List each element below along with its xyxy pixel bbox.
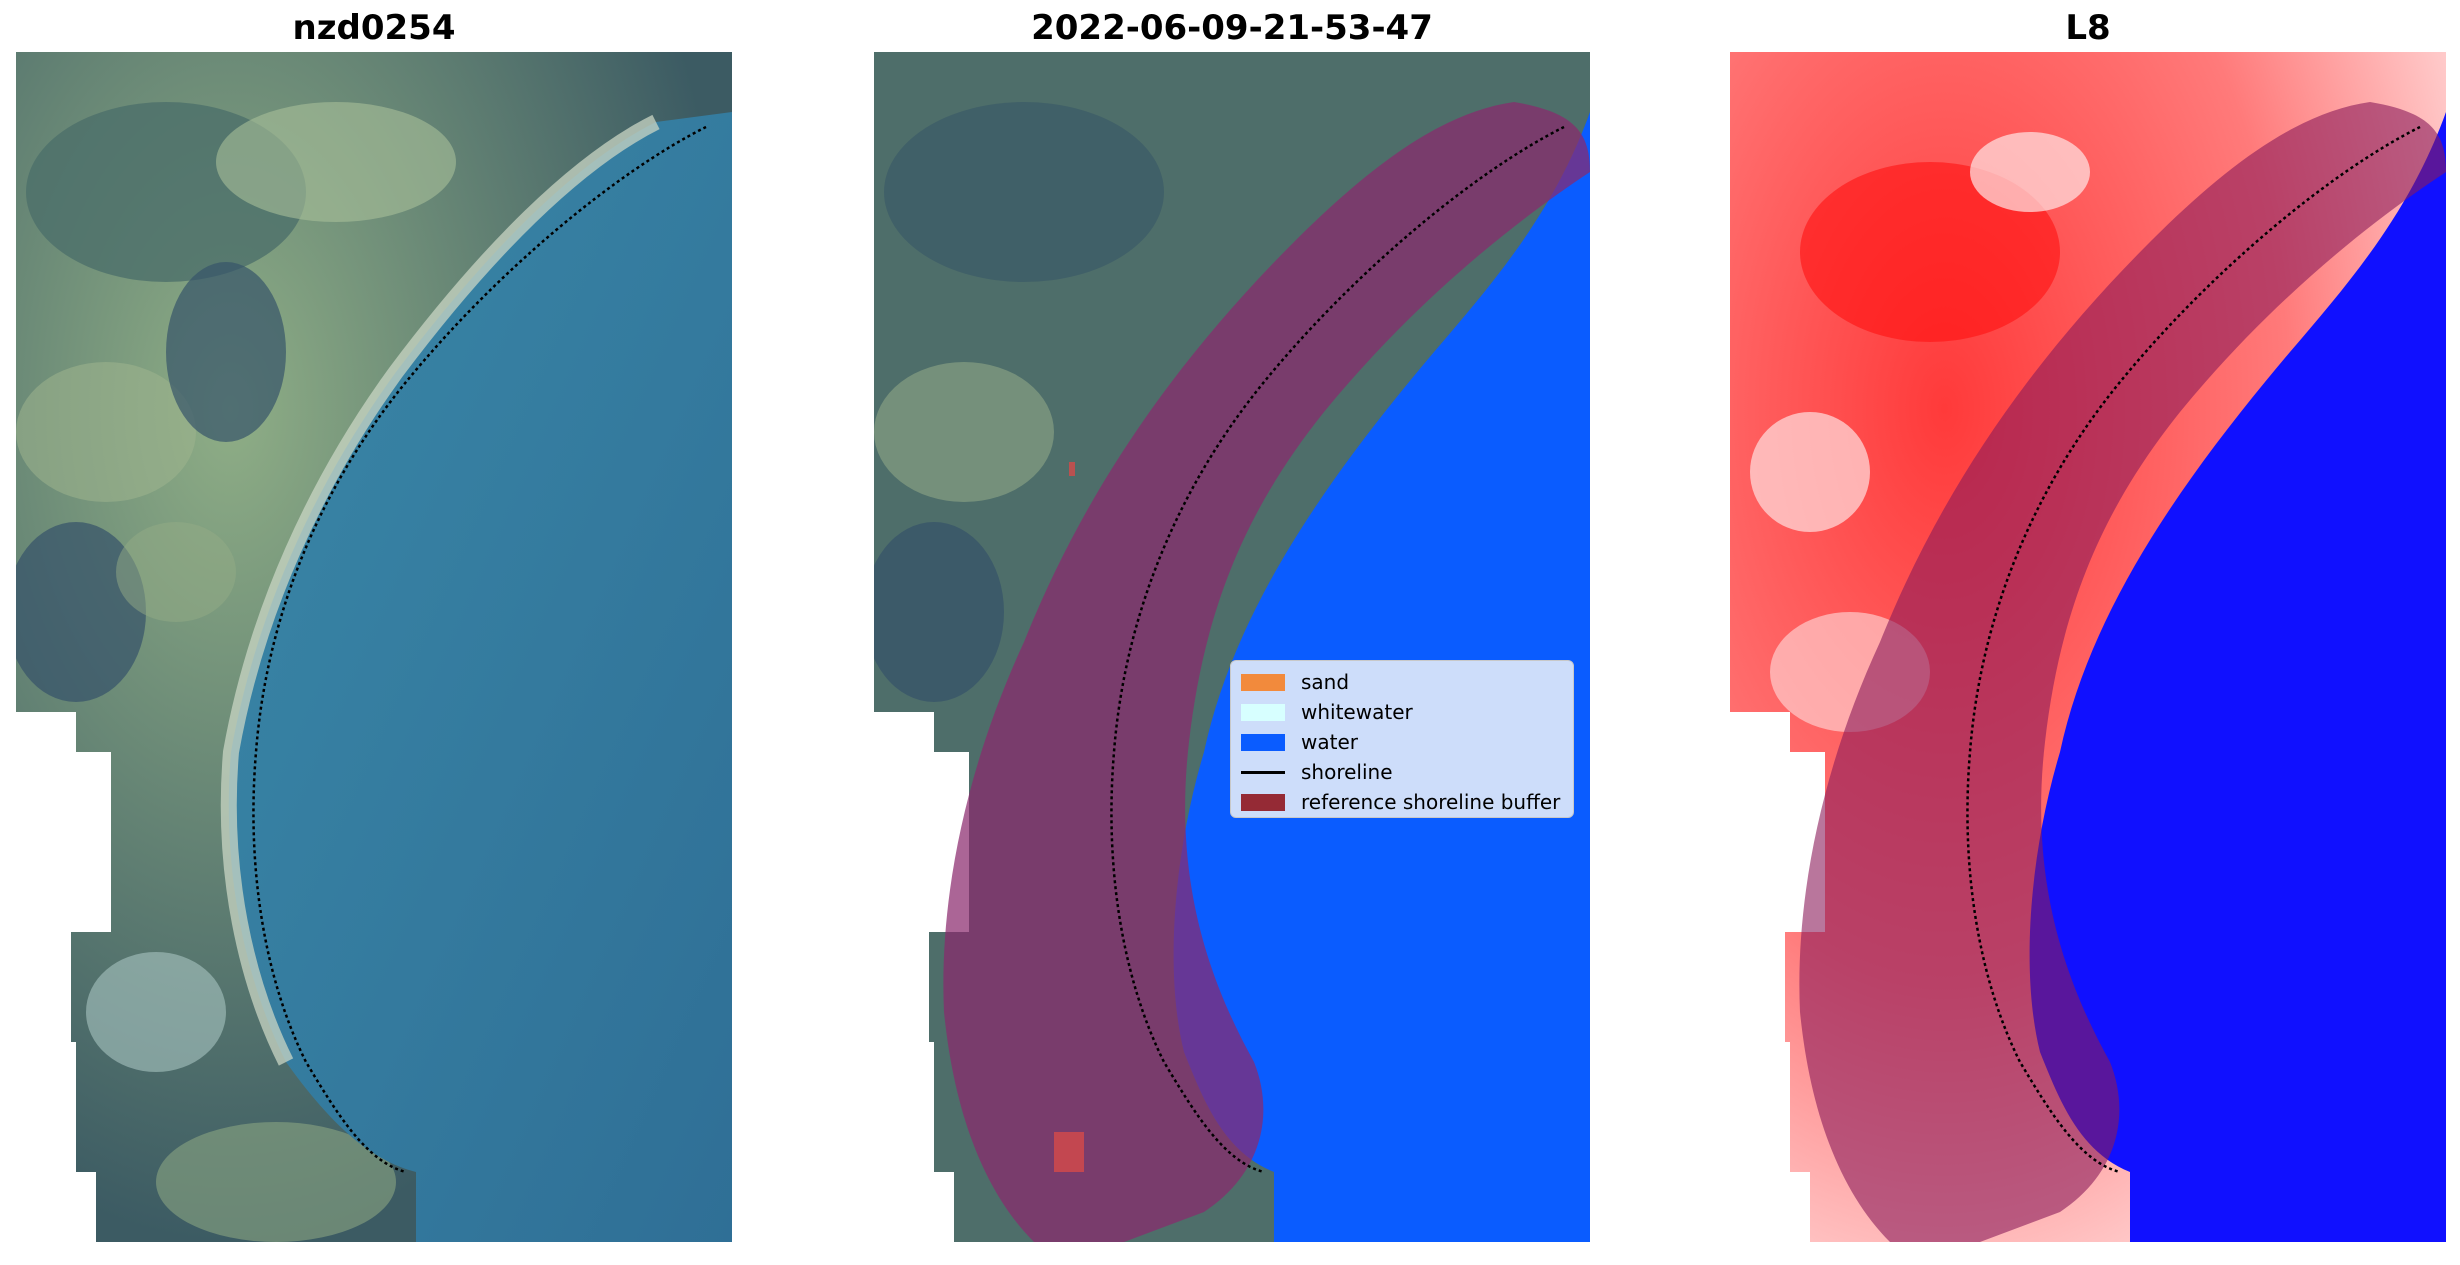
index-image [1730, 52, 2446, 1242]
index-image-panel [1730, 52, 2446, 1242]
classified-image-panel [874, 52, 1590, 1242]
legend: sand whitewater water shoreline referenc… [1230, 660, 1574, 818]
buffer-swatch [1241, 793, 1285, 811]
rgb-image-panel [16, 52, 732, 1242]
rgb-satellite-image [16, 52, 732, 1242]
legend-item-sand: sand [1241, 667, 1563, 697]
classified-image [874, 52, 1590, 1242]
legend-item-reference-buffer: reference shoreline buffer [1241, 787, 1563, 817]
legend-item-whitewater: whitewater [1241, 697, 1563, 727]
legend-item-water: water [1241, 727, 1563, 757]
buffer-overlay [943, 102, 1590, 1242]
panel-title-index: L8 [2065, 8, 2111, 48]
whitewater-swatch [1241, 703, 1285, 721]
water-swatch [1241, 733, 1285, 751]
panel-title-rgb: nzd0254 [292, 8, 456, 48]
shoreline-trace-classified [1110, 125, 1565, 1174]
legend-item-shoreline: shoreline [1241, 757, 1563, 787]
panel-title-classified: 2022-06-09-21-53-47 [1031, 8, 1433, 48]
shoreline-swatch [1241, 770, 1285, 774]
sand-swatch [1241, 673, 1285, 691]
shoreline-trace-index [1966, 125, 2421, 1174]
shoreline-trace-rgb [252, 125, 707, 1174]
